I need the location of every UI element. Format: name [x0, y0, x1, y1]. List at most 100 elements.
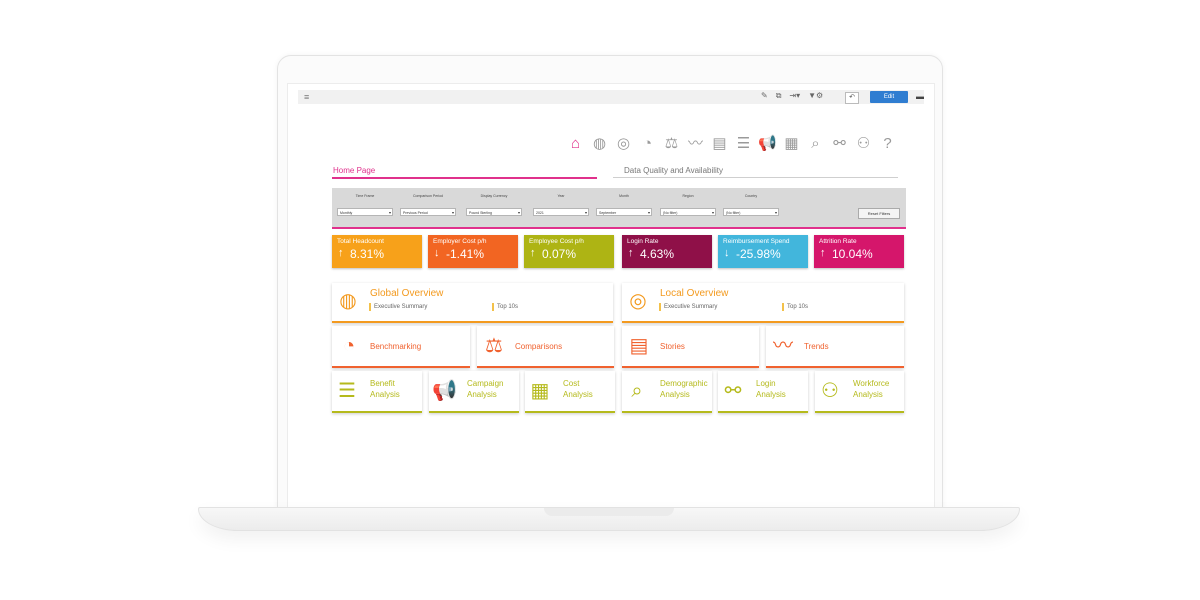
- login-analysis-line2: Analysis: [756, 390, 786, 399]
- calculator-icon[interactable]: ▦: [784, 135, 799, 152]
- filter-bar: Time Frame Monthly Comparison Period Pre…: [332, 188, 906, 227]
- filter-year: Year 2021: [533, 194, 589, 217]
- benefit-analysis-line2: Analysis: [370, 390, 400, 399]
- kpi-login-rate[interactable]: Login Rate ↑ 4.63%: [622, 235, 712, 268]
- share-icon[interactable]: ⇥▾: [789, 91, 801, 100]
- filter-select[interactable]: 2021: [533, 208, 589, 217]
- toolbar-tools: ✎ ⧉ ⇥▾ ▼⚙: [761, 91, 823, 101]
- help-icon[interactable]: ?: [883, 135, 892, 152]
- handshake-icon: ⚯: [724, 380, 742, 402]
- pencil-icon[interactable]: ✎: [761, 91, 768, 100]
- kpi-employee-cost[interactable]: Employee Cost p/h ↑ 0.07%: [524, 235, 614, 268]
- filter-icon[interactable]: ▼⚙: [808, 91, 824, 100]
- filter-label: Month: [619, 194, 629, 198]
- kpi-value: 8.31%: [350, 247, 385, 261]
- workforce-analysis-line2: Analysis: [853, 390, 883, 399]
- benchmarking-card[interactable]: ◔ Benchmarking: [332, 326, 470, 368]
- kpi-title: Employee Cost p/h: [529, 238, 584, 245]
- kpi-title: Employer Cost p/h: [433, 238, 487, 245]
- arrow-up-icon: ↑: [530, 247, 536, 259]
- local-top-10s-link[interactable]: Top 10s: [782, 303, 808, 311]
- stories-label: Stories: [660, 342, 685, 351]
- campaign-analysis-line1: Campaign: [467, 379, 504, 388]
- laptop-lid: ≡ ✎ ⧉ ⇥▾ ▼⚙ ↶ Edit ▬ ⌂ ◍ ◎ ◔ ⚖ 〰 ▤ ☰ 📢 ▦…: [277, 55, 943, 512]
- globe-icon[interactable]: ◍: [592, 135, 607, 152]
- comparisons-card[interactable]: ⚖ Comparisons: [477, 326, 614, 368]
- magnifier-icon: ⌕: [631, 380, 643, 402]
- filter-country: Country (No filter): [723, 194, 779, 217]
- edit-button[interactable]: Edit: [870, 91, 908, 103]
- trend-icon[interactable]: 〰: [687, 135, 703, 152]
- benefit-analysis-card[interactable]: ☰ Benefit Analysis: [332, 371, 422, 413]
- handshake-icon[interactable]: ⚯: [833, 135, 846, 152]
- people-icon: ⚇: [821, 380, 839, 402]
- filter-comparison-period: Comparison Period Previous Period: [400, 194, 456, 217]
- global-overview-title: Global Overview: [370, 288, 444, 299]
- stories-icon[interactable]: ▤: [712, 135, 727, 152]
- tab-home-page[interactable]: Home Page: [333, 166, 376, 175]
- login-analysis-line1: Login: [756, 379, 776, 388]
- arrow-down-icon: ↓: [724, 247, 730, 259]
- trends-card[interactable]: 〰 Trends: [766, 326, 904, 368]
- hamburger-icon[interactable]: ≡: [304, 92, 310, 102]
- arrow-up-icon: ↑: [820, 247, 826, 259]
- kpi-value: -1.41%: [446, 247, 485, 261]
- screen: ≡ ✎ ⧉ ⇥▾ ▼⚙ ↶ Edit ▬ ⌂ ◍ ◎ ◔ ⚖ 〰 ▤ ☰ 📢 ▦…: [287, 83, 935, 512]
- filter-select[interactable]: (No filter): [723, 208, 779, 217]
- scales-icon: ⚖: [485, 335, 503, 357]
- kpi-value: 10.04%: [832, 247, 873, 261]
- workforce-analysis-card[interactable]: ⚇ Workforce Analysis: [815, 371, 904, 413]
- cost-analysis-card[interactable]: ▦ Cost Analysis: [525, 371, 615, 413]
- filter-label: Display Currency: [480, 194, 508, 198]
- filter-label: Year: [557, 194, 565, 198]
- kpi-employer-cost[interactable]: Employer Cost p/h ↓ -1.41%: [428, 235, 518, 268]
- login-analysis-card[interactable]: ⚯ Login Analysis: [718, 371, 808, 413]
- kpi-title: Attrition Rate: [819, 238, 857, 245]
- target-icon: ◎: [629, 290, 647, 312]
- global-top-10s-link[interactable]: Top 10s: [492, 303, 518, 311]
- globe-icon: ◍: [339, 290, 357, 312]
- checklist-icon: ☰: [338, 380, 356, 402]
- global-overview-card[interactable]: ◍ Global Overview Executive Summary Top …: [332, 283, 613, 323]
- stories-card[interactable]: ▤ Stories: [622, 326, 759, 368]
- global-executive-summary-link[interactable]: Executive Summary: [369, 303, 427, 311]
- campaign-analysis-card[interactable]: 📢 Campaign Analysis: [429, 371, 519, 413]
- filter-select[interactable]: Pound Sterling: [466, 208, 522, 217]
- local-executive-summary-link[interactable]: Executive Summary: [659, 303, 717, 311]
- people-icon[interactable]: ⚇: [856, 135, 871, 152]
- demographic-analysis-card[interactable]: ⌕ Demographic Analysis: [622, 371, 712, 413]
- copy-icon[interactable]: ⧉: [775, 91, 782, 100]
- reset-filters-button[interactable]: Reset Filters: [858, 208, 900, 219]
- home-icon[interactable]: ⌂: [570, 135, 581, 152]
- filter-bar-accent: [332, 227, 906, 229]
- kpi-attrition-rate[interactable]: Attrition Rate ↑ 10.04%: [814, 235, 904, 268]
- kpi-value: -25.98%: [736, 247, 781, 261]
- comparisons-label: Comparisons: [515, 342, 563, 351]
- filter-select[interactable]: (No filter): [660, 208, 716, 217]
- undo-button[interactable]: ↶: [845, 92, 859, 104]
- tab-data-quality-underline: [613, 177, 898, 178]
- search-icon[interactable]: ⌕: [811, 135, 820, 152]
- filter-select[interactable]: Monthly: [337, 208, 393, 217]
- arrow-down-icon: ↓: [434, 247, 440, 259]
- filter-select[interactable]: September: [596, 208, 652, 217]
- checklist-icon[interactable]: ☰: [736, 135, 751, 152]
- kpi-reimbursement-spend[interactable]: Reimbursement Spend ↓ -25.98%: [718, 235, 808, 268]
- tab-data-quality[interactable]: Data Quality and Availability: [624, 166, 724, 175]
- local-overview-card[interactable]: ◎ Local Overview Executive Summary Top 1…: [622, 283, 904, 323]
- filter-month: Month September: [596, 194, 652, 217]
- kpi-title: Login Rate: [627, 238, 659, 245]
- target-icon[interactable]: ◎: [616, 135, 631, 152]
- camera-icon[interactable]: ▬: [916, 92, 924, 101]
- filter-label: Comparison Period: [413, 194, 443, 198]
- demographic-analysis-line2: Analysis: [660, 390, 690, 399]
- pie-icon[interactable]: ◔: [642, 135, 653, 152]
- tab-home-underline: [332, 177, 597, 179]
- scales-icon[interactable]: ⚖: [664, 135, 679, 152]
- pie-chart-icon: ◔: [342, 335, 356, 357]
- arrow-up-icon: ↑: [628, 247, 634, 259]
- kpi-total-headcount[interactable]: Total Headcount ↑ 8.31%: [332, 235, 422, 268]
- filter-display-currency: Display Currency Pound Sterling: [466, 194, 522, 217]
- filter-select[interactable]: Previous Period: [400, 208, 456, 217]
- megaphone-icon[interactable]: 📢: [758, 135, 777, 152]
